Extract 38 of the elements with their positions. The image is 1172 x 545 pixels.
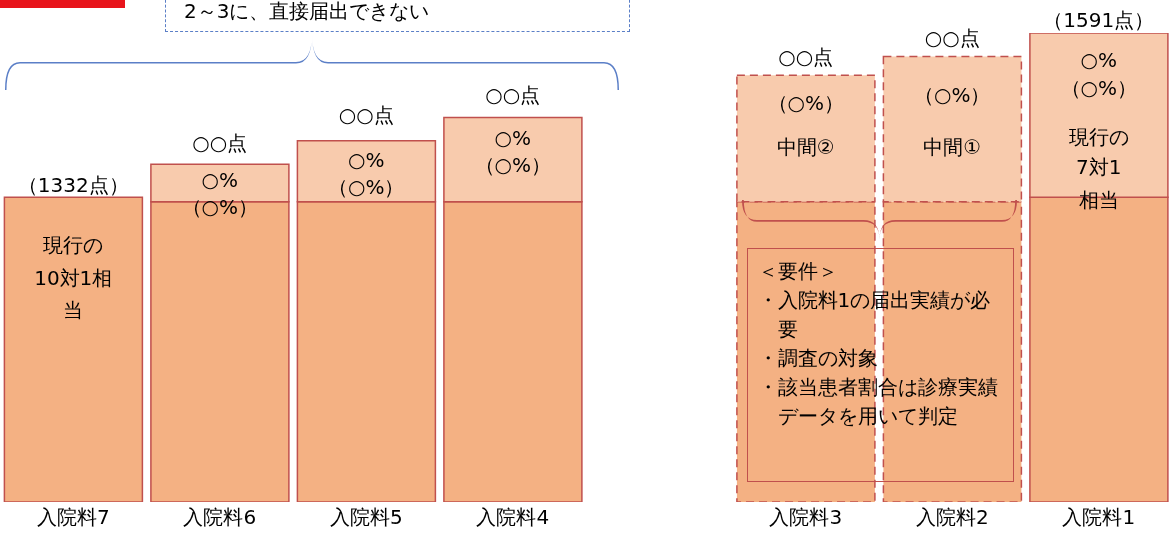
text: （1591点） — [1042, 7, 1156, 33]
annotation: ○○点 — [777, 44, 835, 70]
annotation: ○○点 — [191, 130, 249, 156]
x-tick-label: 入院料2 — [915, 505, 989, 530]
x-tick-label: 入院料5 — [329, 505, 403, 530]
annotation: （○%） — [1059, 75, 1138, 101]
annotation: 7対1 — [1075, 154, 1123, 180]
annotation: 相当 — [1077, 187, 1120, 213]
annotation: ○% — [200, 167, 239, 193]
annotation: 中間① — [922, 134, 983, 160]
annotation: 当 — [62, 297, 85, 323]
x-tick-label: 入院料4 — [476, 505, 550, 530]
x-tick-label: 入院料7 — [36, 505, 110, 530]
annotation: ・調査の対象 — [757, 345, 879, 372]
annotation: 中間② — [775, 134, 836, 160]
annotation: （○%） — [766, 90, 845, 116]
x-tick-label: 入院料6 — [183, 505, 257, 530]
annotation: ○% — [493, 125, 532, 151]
annotation: （○%） — [180, 194, 259, 220]
annotation: ・入院料1の届出実績が必要 — [757, 287, 992, 343]
annotation: 現行の — [1067, 124, 1130, 150]
annotation: （○%） — [327, 174, 406, 200]
x-tick-label: 入院料1 — [1062, 505, 1136, 530]
annotation: ○○点 — [337, 102, 395, 128]
annotation: ○○点 — [484, 82, 542, 108]
text: 2～3に、直接届出できない — [165, 0, 630, 32]
annotation: ○○点 — [923, 25, 981, 51]
annotation: ○% — [1079, 47, 1118, 73]
annotation: （○%） — [473, 152, 552, 178]
annotation: 現行の — [42, 232, 105, 258]
annotation: （○%） — [913, 82, 992, 108]
annotation: （1332点） — [16, 172, 130, 198]
x-tick-label: 入院料3 — [769, 505, 843, 530]
annotation: ＜要件＞ — [757, 258, 839, 285]
annotation: ○% — [347, 147, 386, 173]
bar — [3, 196, 144, 502]
annotation: ・該当患者割合は診療実績データを用いて判定 — [757, 374, 999, 430]
annotation: 10対1相 — [33, 265, 114, 291]
